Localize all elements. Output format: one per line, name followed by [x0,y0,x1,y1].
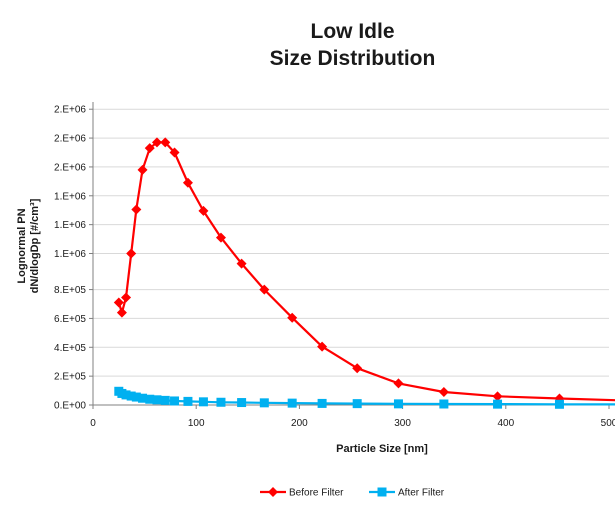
data-point [160,137,171,148]
data-point [438,387,449,398]
data-point [113,297,124,308]
y-tick-label: 1.E+06 [54,249,86,260]
x-axis-title: Particle Size [nm] [336,443,428,455]
data-point [287,398,297,408]
data-point [126,391,136,401]
x-tick-label: 0 [90,418,96,429]
x-tick-labels: 0 100 200 300 400 500 [90,418,615,429]
data-point [215,232,226,243]
y-tick-label: 1.E+06 [54,191,86,202]
x-tick-label: 300 [394,418,411,429]
y-axis-title-line-1: Lognormal PN [16,208,28,283]
data-point [352,399,362,409]
data-point [492,391,503,402]
y-axis-title-line-2: dN/dlogDp [#/cm³] [29,198,41,293]
gridlines [93,108,609,377]
y-tick-label: 2.E+06 [54,134,86,145]
chart-title-line-1: Low Idle [310,20,395,43]
data-point [493,399,503,409]
data-point [287,312,298,323]
data-point [259,284,270,295]
data-point [138,393,148,403]
data-point [216,397,226,407]
data-point [144,143,155,154]
data-point [393,378,404,389]
y-tick-label: 4.E+05 [54,343,86,354]
legend-marker [268,487,278,497]
legend-label: After Filter [398,488,445,499]
y-tick-label: 6.E+05 [54,314,86,325]
legend: Before Filter After Filter [260,487,445,499]
x-tick-label: 500 [601,418,615,429]
legend-item: After Filter [369,487,445,499]
data-point [160,395,170,405]
data-point [259,398,269,408]
data-point [183,396,193,406]
y-tick-label: 1.E+06 [54,220,86,231]
data-point [317,398,327,408]
y-tick-label: 2.E+06 [54,105,86,116]
data-point [121,292,132,303]
data-point [236,258,247,269]
data-point [131,204,142,215]
data-point [352,363,363,374]
series-line [117,141,615,402]
series-group [113,137,615,409]
legend-item: Before Filter [260,487,344,499]
data-point [237,398,247,408]
y-tick-label: 2.E+06 [54,162,86,173]
data-point [439,399,449,409]
chart-title-line-2: Size Distribution [269,47,436,70]
data-point [198,397,208,407]
series-after-filter [114,386,615,409]
legend-label: Before Filter [289,488,344,499]
data-point [317,341,328,352]
series-before-filter [113,137,615,404]
data-point [137,164,148,175]
data-point [182,177,193,188]
legend-marker [377,487,387,497]
chart-title: Low Idle Size Distribution [0,18,615,72]
data-point [126,248,137,259]
data-point [198,205,209,216]
data-point [116,307,127,318]
data-point [554,399,564,409]
data-point [151,137,162,148]
data-point [169,147,180,158]
data-point [121,390,131,400]
x-tick-label: 400 [497,418,514,429]
x-tick-label: 100 [188,418,205,429]
y-tick-label: 0.E+00 [54,401,86,412]
data-point [152,395,162,405]
data-point [170,396,180,406]
x-tick-label: 200 [291,418,308,429]
data-point [393,399,403,409]
y-tick-labels: 0.E+00 2.E+05 4.E+05 6.E+05 8.E+05 1.E+06 1.E+… [54,105,86,412]
data-point [145,394,155,404]
data-point [131,392,141,402]
y-tick-label: 8.E+05 [54,285,86,296]
y-tick-label: 2.E+05 [54,372,86,383]
